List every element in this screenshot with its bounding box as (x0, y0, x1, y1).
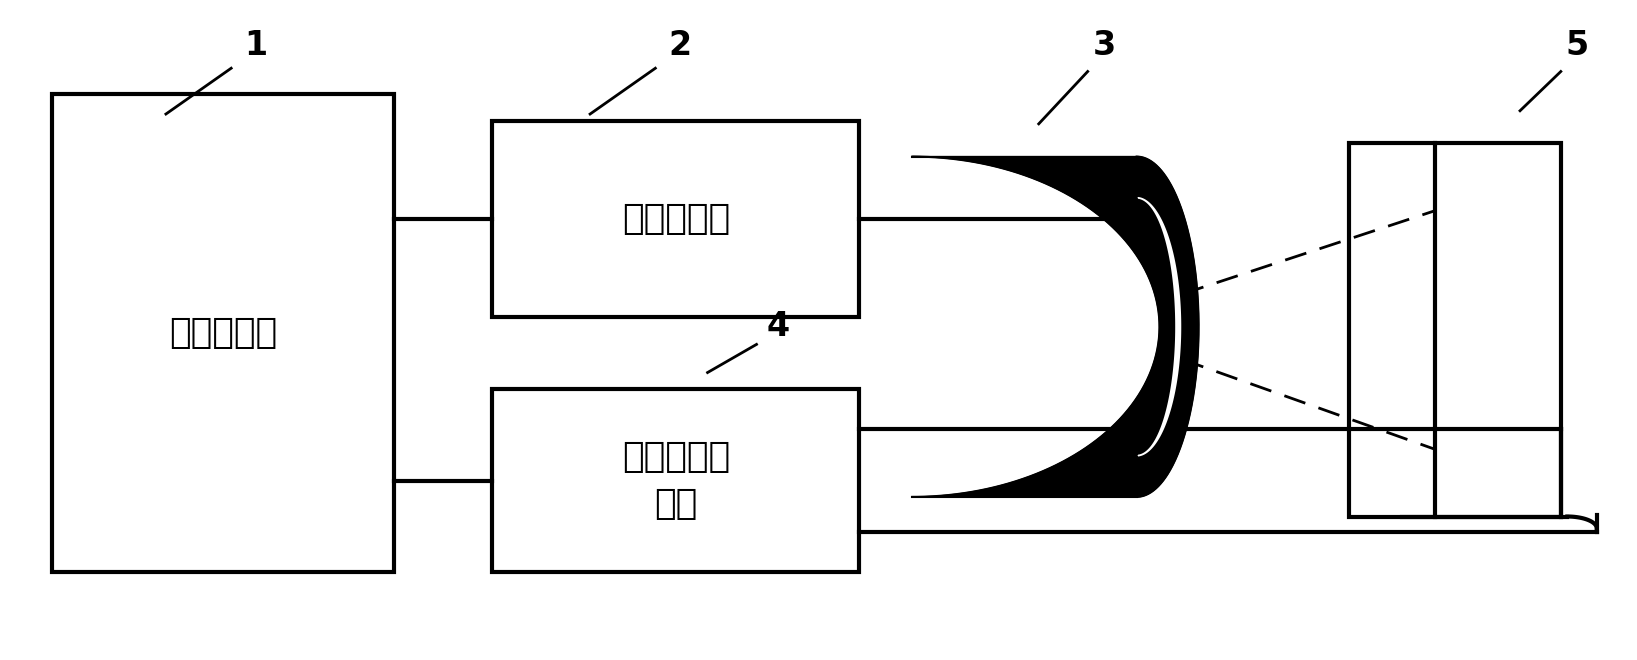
Bar (493, 121, 859, 317)
Bar (1349, 143, 1560, 517)
Polygon shape (1136, 196, 1182, 457)
Bar (52, 94, 395, 572)
Text: 1: 1 (244, 29, 267, 62)
Polygon shape (912, 156, 1198, 497)
Text: 5: 5 (1565, 29, 1590, 62)
Text: 2: 2 (668, 29, 691, 62)
Text: 4: 4 (766, 310, 789, 343)
Text: 3: 3 (1092, 29, 1116, 62)
Text: 微泡流速控
制泵: 微泡流速控 制泵 (622, 440, 730, 521)
Text: 功率放大器: 功率放大器 (622, 202, 730, 236)
Text: 主控制系统: 主控制系统 (169, 316, 277, 350)
Bar (493, 389, 859, 572)
